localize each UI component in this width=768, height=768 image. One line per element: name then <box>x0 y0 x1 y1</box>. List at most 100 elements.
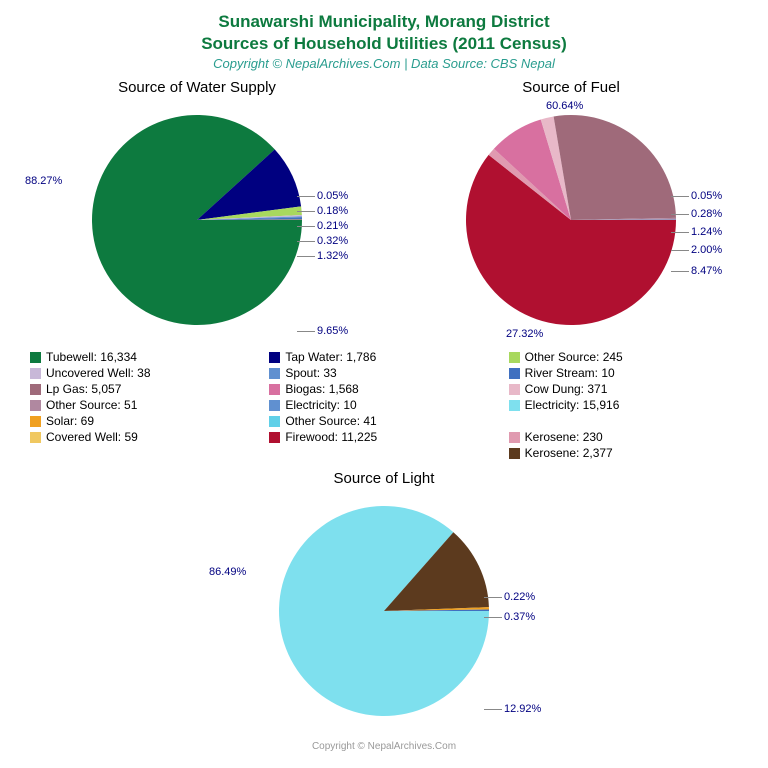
legend-label: Spout: 33 <box>285 366 336 380</box>
legend-item <box>30 446 259 460</box>
water-chart-title: Source of Water Supply <box>17 79 377 96</box>
top-charts-row: Source of Water Supply 88.27% 0.05% 0.18% 0… <box>10 79 758 340</box>
legend-item: Covered Well: 59 <box>30 430 259 444</box>
pct-label-bottom: 27.32% <box>506 328 543 340</box>
legend-label: Solar: 69 <box>46 414 94 428</box>
legend-swatch <box>509 416 520 427</box>
legend-swatch <box>30 368 41 379</box>
legend-label: Kerosene: 2,377 <box>525 446 613 460</box>
leader-line <box>297 226 315 227</box>
legend-swatch <box>509 432 520 443</box>
pct-label-side: 0.05% <box>317 190 348 202</box>
legend-label: Electricity: 10 <box>285 398 356 412</box>
legend-label: Covered Well: 59 <box>46 430 138 444</box>
title-line-2: Sources of Household Utilities (2011 Cen… <box>10 34 758 54</box>
legend-label: Other Source: 51 <box>46 398 137 412</box>
pct-label-side: 1.32% <box>317 250 348 262</box>
light-pie-wrap: 86.49% 0.22% 0.37% 12.92% <box>204 491 564 731</box>
legend-swatch <box>269 384 280 395</box>
pct-label-side: 8.47% <box>691 265 722 277</box>
pct-label-side: 0.28% <box>691 208 722 220</box>
pct-label-big: 60.64% <box>546 100 583 112</box>
legend-item: Spout: 33 <box>269 366 498 380</box>
legend-item: Biogas: 1,568 <box>269 382 498 396</box>
legend-swatch <box>30 448 41 459</box>
legend-swatch <box>269 368 280 379</box>
light-chart-block: Source of Light 86.49% 0.22% 0.37% 12.92% <box>204 470 564 731</box>
legend-grid: Tubewell: 16,334 Tap Water: 1,786 Other So… <box>10 345 758 465</box>
legend-swatch <box>269 416 280 427</box>
legend-swatch <box>269 432 280 443</box>
subtitle: Copyright © NepalArchives.Com | Data Sou… <box>10 56 758 71</box>
leader-line <box>671 250 689 251</box>
pct-label-side: 9.65% <box>317 325 348 337</box>
legend-swatch <box>509 400 520 411</box>
legend-label: Electricity: 15,916 <box>525 398 620 412</box>
bottom-chart-row: Source of Light 86.49% 0.22% 0.37% 12.92% <box>10 470 758 731</box>
legend-item: Kerosene: 2,377 <box>509 446 738 460</box>
leader-line <box>297 331 315 332</box>
leader-line <box>297 196 315 197</box>
pct-label-side: 12.92% <box>504 703 541 715</box>
legend-swatch <box>509 384 520 395</box>
legend-swatch <box>30 400 41 411</box>
pct-label-side: 1.24% <box>691 226 722 238</box>
legend-item: Electricity: 15,916 <box>509 398 738 412</box>
legend-item: Other Source: 41 <box>269 414 498 428</box>
fuel-chart-block: Source of Fuel 60.64% 27.32% 0.05% 0.28% 1.2… <box>391 79 751 340</box>
pct-label-side: 0.21% <box>317 220 348 232</box>
legend-label: Tubewell: 16,334 <box>46 350 137 364</box>
legend-item: Tap Water: 1,786 <box>269 350 498 364</box>
leader-line <box>297 211 315 212</box>
legend-swatch <box>30 352 41 363</box>
legend-swatch <box>30 384 41 395</box>
pct-label-side: 0.05% <box>691 190 722 202</box>
legend-label: Uncovered Well: 38 <box>46 366 151 380</box>
legend-swatch <box>509 368 520 379</box>
legend-item: Solar: 69 <box>30 414 259 428</box>
legend-label: Cow Dung: 371 <box>525 382 608 396</box>
pct-label-side: 0.18% <box>317 205 348 217</box>
legend-item: Lp Gas: 5,057 <box>30 382 259 396</box>
legend-item <box>509 414 738 428</box>
legend-swatch <box>269 400 280 411</box>
legend-swatch <box>30 416 41 427</box>
legend-label: Lp Gas: 5,057 <box>46 382 121 396</box>
legend-item: Other Source: 51 <box>30 398 259 412</box>
legend-swatch <box>509 448 520 459</box>
title-line-1: Sunawarshi Municipality, Morang District <box>10 12 758 32</box>
legend-item <box>269 446 498 460</box>
legend-item: Firewood: 11,225 <box>269 430 498 444</box>
leader-line <box>484 597 502 598</box>
legend-swatch <box>30 432 41 443</box>
legend-label: Other Source: 245 <box>525 350 623 364</box>
pct-label-side: 2.00% <box>691 244 722 256</box>
legend-item: Cow Dung: 371 <box>509 382 738 396</box>
legend-item: Tubewell: 16,334 <box>30 350 259 364</box>
pct-label-side: 0.37% <box>504 611 535 623</box>
fuel-chart-title: Source of Fuel <box>391 79 751 96</box>
legend-swatch <box>269 448 280 459</box>
pie-slice <box>554 115 676 220</box>
leader-line <box>297 256 315 257</box>
legend-label: Kerosene: 230 <box>525 430 603 444</box>
light-chart-title: Source of Light <box>204 470 564 487</box>
legend-item: Uncovered Well: 38 <box>30 366 259 380</box>
fuel-pie-wrap: 60.64% 27.32% 0.05% 0.28% 1.24% 2.00% 8.47% <box>391 100 751 340</box>
legend-swatch <box>509 352 520 363</box>
legend-item: River Stream: 10 <box>509 366 738 380</box>
leader-line <box>671 196 689 197</box>
legend-swatch <box>269 352 280 363</box>
water-chart-block: Source of Water Supply 88.27% 0.05% 0.18% 0… <box>17 79 377 340</box>
leader-line <box>671 232 689 233</box>
leader-line <box>297 241 315 242</box>
leader-line <box>484 709 502 710</box>
legend-label: Biogas: 1,568 <box>285 382 358 396</box>
pie-chart <box>391 100 751 340</box>
pct-label-side: 0.22% <box>504 591 535 603</box>
pct-label-big: 86.49% <box>209 566 246 578</box>
pct-label-side: 0.32% <box>317 235 348 247</box>
pct-label-big: 88.27% <box>25 175 62 187</box>
legend-item: Other Source: 245 <box>509 350 738 364</box>
leader-line <box>671 271 689 272</box>
